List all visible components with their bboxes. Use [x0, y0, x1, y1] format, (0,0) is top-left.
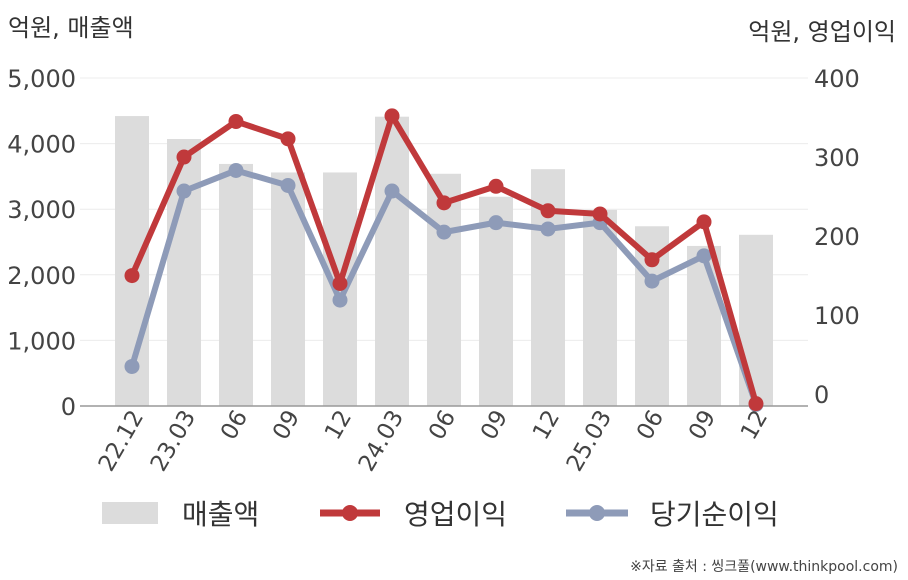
- point-operating-profit: [228, 113, 244, 129]
- legend-marker-operating-profit: [342, 505, 358, 521]
- point-operating-profit: [748, 396, 764, 412]
- point-operating-profit: [488, 178, 504, 194]
- point-net-income: [436, 224, 452, 240]
- x-axis-tick-label: 12: [320, 406, 357, 444]
- legend-label-operating-profit: 영업이익: [404, 498, 507, 531]
- line-series: [124, 108, 764, 412]
- x-axis-tick-label: 23.03: [146, 406, 201, 476]
- left-axis-ticks: 0 1,000 2,000 3,000 4,000 5,000: [7, 65, 76, 421]
- left-axis-tick-label: 4,000: [7, 131, 76, 159]
- point-net-income: [176, 183, 192, 199]
- x-axis-tick-label: 12: [528, 406, 565, 444]
- left-axis-unit-label: 억원, 매출액: [8, 14, 134, 42]
- point-net-income: [228, 162, 244, 178]
- source-note: ※자료 출처 : 씽크풀(www.thinkpool.com): [630, 559, 898, 575]
- left-axis-tick-label: 5,000: [7, 65, 76, 93]
- point-operating-profit: [280, 131, 296, 147]
- x-axis-tick-label: 22.12: [94, 406, 149, 476]
- legend-item-revenue: 매출액: [102, 498, 259, 531]
- x-axis-tick-label: 06: [632, 406, 669, 444]
- point-operating-profit: [592, 206, 608, 222]
- bar-revenue: [219, 163, 253, 406]
- point-operating-profit: [436, 195, 452, 211]
- right-axis-tick-label: 200: [814, 223, 860, 251]
- legend: 매출액 영업이익 당기순이익: [102, 498, 779, 531]
- left-axis-tick-label: 3,000: [7, 196, 76, 224]
- right-axis-tick-label: 300: [814, 144, 860, 172]
- bar-revenue: [375, 116, 409, 406]
- left-axis-tick-label: 0: [61, 393, 76, 421]
- bar-revenue: [427, 173, 461, 406]
- right-axis-tick-label: 0: [814, 381, 829, 409]
- point-net-income: [696, 248, 712, 264]
- point-net-income: [644, 273, 660, 289]
- left-axis-tick-label: 1,000: [7, 327, 76, 355]
- bar-revenue: [583, 209, 617, 406]
- legend-item-net-income: 당기순이익: [566, 498, 779, 531]
- point-operating-profit: [384, 108, 400, 124]
- x-axis-tick-label: 24.03: [354, 406, 409, 476]
- point-operating-profit: [124, 268, 140, 284]
- legend-label-revenue: 매출액: [182, 498, 259, 531]
- point-net-income: [124, 358, 140, 374]
- legend-item-operating-profit: 영업이익: [320, 498, 507, 531]
- x-axis-tick-label: 09: [268, 406, 305, 444]
- point-net-income: [280, 177, 296, 193]
- point-net-income: [488, 215, 504, 231]
- right-axis-ticks: 0 100 200 300 400: [814, 65, 860, 409]
- x-axis-tick-label: 25.03: [562, 406, 617, 476]
- x-axis-tick-label: 09: [476, 406, 513, 444]
- legend-marker-net-income: [589, 505, 605, 521]
- right-axis-tick-label: 100: [814, 302, 860, 330]
- point-net-income: [540, 221, 556, 237]
- point-operating-profit: [176, 149, 192, 165]
- right-axis-unit-label: 억원, 영업이익: [748, 18, 896, 46]
- point-operating-profit: [696, 214, 712, 230]
- x-axis-tick-label: 12: [736, 406, 773, 444]
- x-axis-tick-label: 06: [424, 406, 461, 444]
- bar-series-revenue: [115, 116, 773, 406]
- legend-swatch-revenue: [102, 502, 158, 524]
- bar-revenue: [687, 245, 721, 406]
- point-operating-profit: [540, 203, 556, 219]
- bar-revenue: [739, 234, 773, 406]
- point-net-income: [384, 183, 400, 199]
- x-axis-tick-label: 06: [216, 406, 253, 444]
- bar-revenue: [479, 196, 513, 406]
- left-axis-tick-label: 2,000: [7, 262, 76, 290]
- point-operating-profit: [644, 252, 660, 268]
- right-axis-tick-label: 400: [814, 65, 860, 93]
- point-operating-profit: [332, 275, 348, 291]
- x-axis-tick-label: 09: [684, 406, 721, 444]
- point-net-income: [332, 292, 348, 308]
- legend-label-net-income: 당기순이익: [650, 498, 779, 531]
